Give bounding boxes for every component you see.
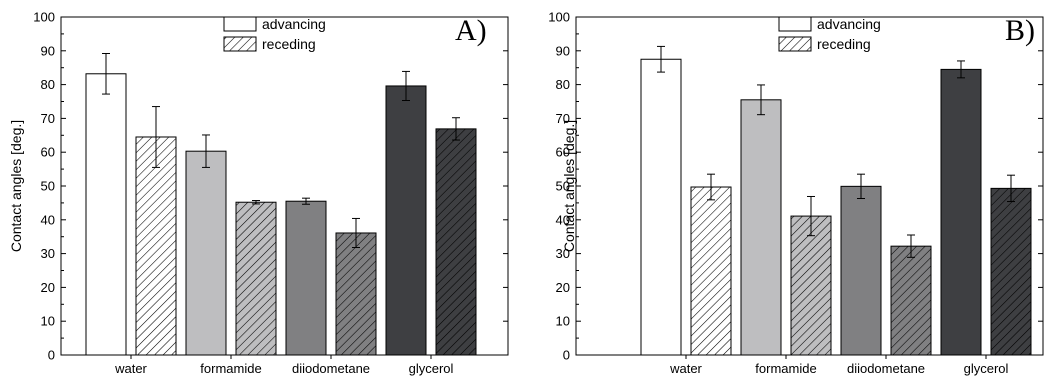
bar-receding-water <box>690 186 732 356</box>
y-tick-label: 10 <box>556 314 570 329</box>
bar-advancing-formamide <box>185 150 227 356</box>
x-tick-label: diiodometane <box>292 361 370 376</box>
y-tick-label: 100 <box>33 10 55 25</box>
panel-label: B) <box>1005 14 1035 47</box>
x-tick-label: glycerol <box>964 361 1009 376</box>
bar-advancing-diiodometane <box>285 200 327 356</box>
bar-receding-diiodometane <box>890 245 932 356</box>
bar-receding-diiodometane <box>335 232 377 356</box>
y-tick-label: 0 <box>563 348 570 363</box>
y-tick-label: 0 <box>48 348 55 363</box>
y-tick-label: 100 <box>548 10 570 25</box>
y-axis-title: Contact angles [deg.] <box>561 120 577 252</box>
legend-swatch-receding <box>223 36 257 52</box>
panel-b: 0 10 20 30 40 50 60 70 80 90 100 Contact angles [de… <box>548 10 1044 376</box>
y-tick-label: 60 <box>556 145 570 160</box>
legend-label-advancing: advancing <box>262 16 326 32</box>
y-tick-label: 10 <box>41 314 55 329</box>
y-tick-label: 80 <box>556 77 570 92</box>
y-axis-title: Contact angles [deg.] <box>8 120 24 252</box>
x-tick-label: formamide <box>200 361 261 376</box>
y-tick-label: 70 <box>41 111 55 126</box>
y-tick-label: 20 <box>556 280 570 295</box>
y-tick-label: 60 <box>41 145 55 160</box>
x-tick-label: formamide <box>755 361 816 376</box>
y-tick-label: 30 <box>41 246 55 261</box>
y-tick-label: 20 <box>41 280 55 295</box>
bar-receding-glycerol <box>435 128 477 356</box>
y-tick-label: 40 <box>41 212 55 227</box>
x-tick-label: water <box>114 361 147 376</box>
bar-receding-formamide <box>790 215 832 356</box>
y-tick-label: 50 <box>556 179 570 194</box>
bar-receding-water <box>135 136 177 356</box>
legend-label-receding: receding <box>262 36 316 52</box>
x-tick-label: glycerol <box>409 361 454 376</box>
panel-a: 0 10 20 30 40 50 60 70 80 90 100 Contact angles [de… <box>8 10 509 376</box>
y-tick-label: 80 <box>41 77 55 92</box>
legend: advancing receding <box>223 16 326 52</box>
legend: advancing receding <box>778 16 881 52</box>
y-tick-label: 70 <box>556 111 570 126</box>
x-tick-label: diiodometane <box>847 361 925 376</box>
bar-advancing-formamide <box>740 99 782 356</box>
legend-swatch-receding <box>778 36 812 52</box>
legend-label-advancing: advancing <box>817 16 881 32</box>
y-tick-label: 50 <box>41 179 55 194</box>
bar-advancing-water <box>640 58 682 356</box>
bar-receding-glycerol <box>990 187 1032 356</box>
x-tick-label: water <box>669 361 702 376</box>
panel-label: A) <box>455 14 487 47</box>
bar-advancing-diiodometane <box>840 185 882 356</box>
y-tick-label: 40 <box>556 212 570 227</box>
bar-advancing-water <box>85 73 127 356</box>
bar-advancing-glycerol <box>940 68 982 356</box>
legend-swatch-advancing <box>223 16 257 32</box>
legend-swatch-advancing <box>778 16 812 32</box>
y-tick-label: 30 <box>556 246 570 261</box>
y-tick-label: 90 <box>556 43 570 58</box>
bar-receding-formamide <box>235 201 277 356</box>
bar-advancing-glycerol <box>385 85 427 356</box>
y-tick-label: 90 <box>41 43 55 58</box>
legend-label-receding: receding <box>817 36 871 52</box>
